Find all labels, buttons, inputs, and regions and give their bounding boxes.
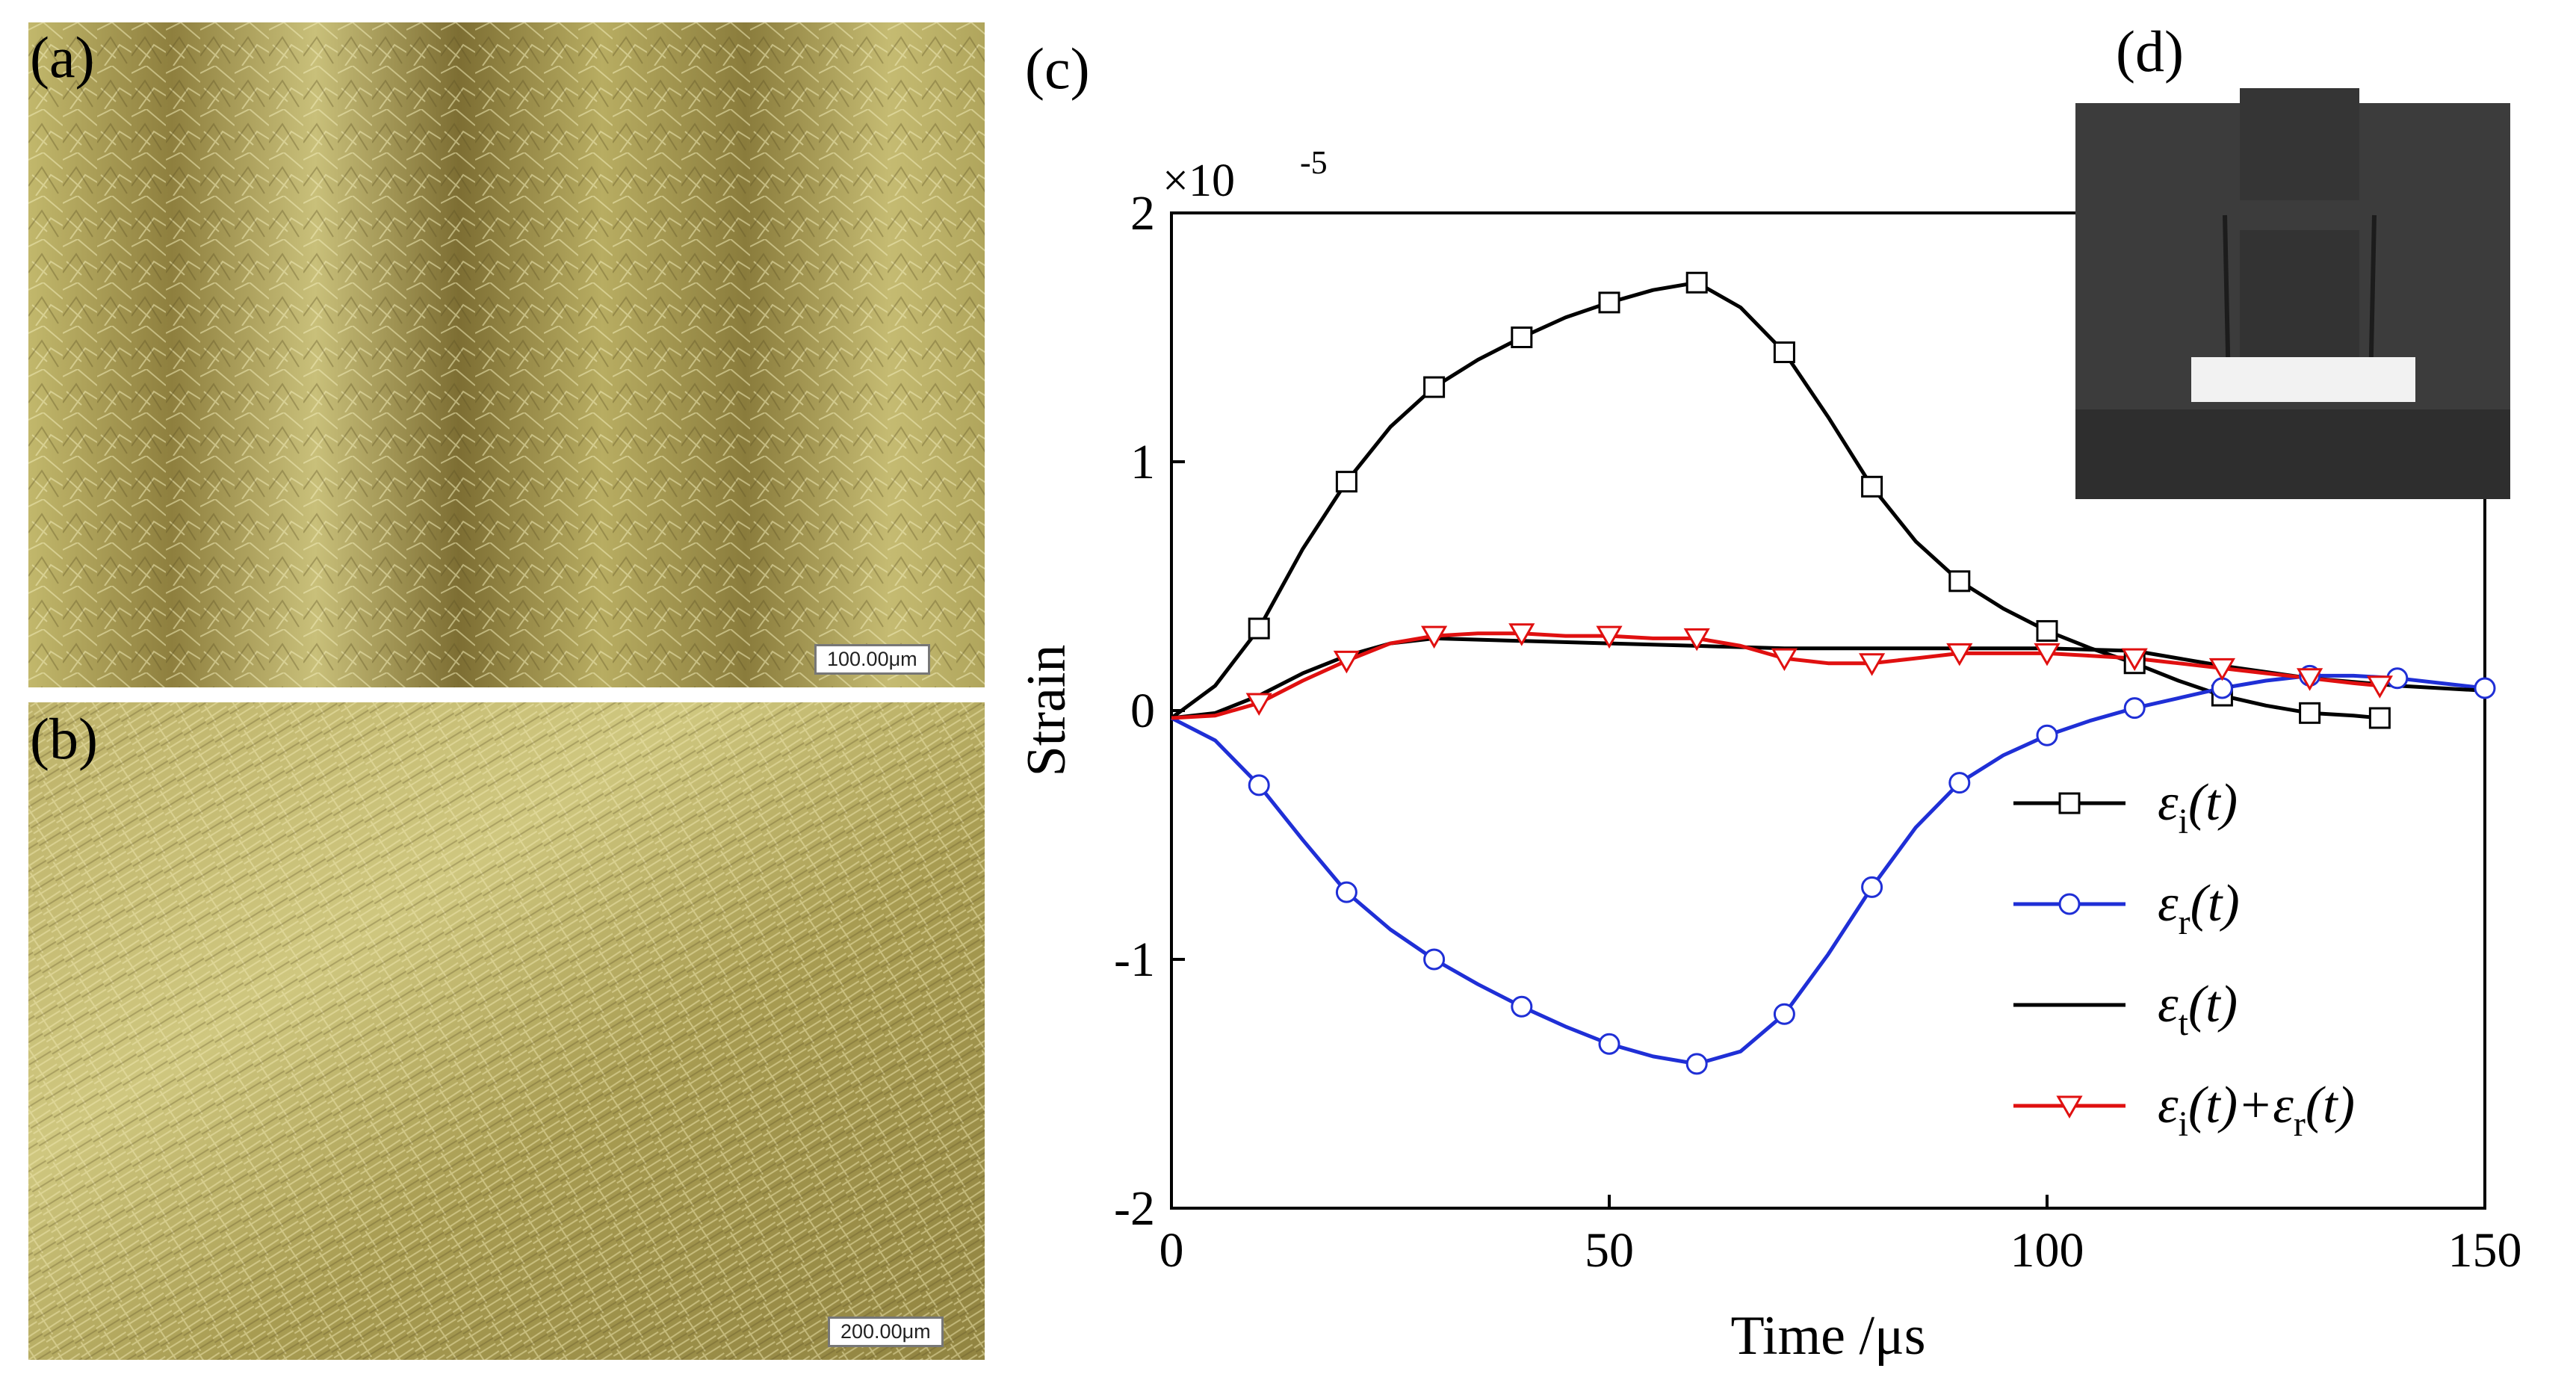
x-tick-label: 50 <box>1585 1223 1634 1278</box>
x-tick-label: 150 <box>2448 1223 2522 1278</box>
series-line <box>1170 673 2486 1066</box>
x-tick-label: 100 <box>2010 1223 2084 1278</box>
data-point-marker <box>1423 376 1446 398</box>
data-point-marker <box>1333 650 1360 674</box>
data-point-marker <box>1948 772 1971 794</box>
data-point-marker <box>1335 471 1357 493</box>
legend-label: εi(t) <box>2158 774 2238 841</box>
data-point-marker <box>1596 625 1623 649</box>
data-point-marker <box>2034 643 2061 666</box>
scale-bar-a: 100.00μm <box>814 644 930 675</box>
data-point-marker <box>2036 619 2058 642</box>
data-point-marker <box>1598 1033 1620 1055</box>
y-scale-exponent: -5 <box>1300 144 1328 181</box>
data-point-marker <box>1335 881 1357 903</box>
data-point-marker <box>2474 677 2496 699</box>
micrograph-b-texture <box>28 702 985 1360</box>
y-tick-label: 2 <box>1130 186 1155 241</box>
data-point-marker <box>1861 876 1883 898</box>
series-line <box>1171 631 2380 720</box>
y-axis-label: Strain <box>1016 645 1077 777</box>
specimen-photo-image <box>2075 88 2510 499</box>
data-point-marker <box>1248 617 1270 640</box>
data-point-marker <box>1245 693 1272 717</box>
y-tick-label: -1 <box>1114 932 1155 987</box>
y-tick-label: 0 <box>1130 684 1155 738</box>
data-point-marker <box>1508 623 1535 646</box>
data-point-marker <box>2368 707 2391 729</box>
legend-label: εr(t) <box>2158 875 2240 942</box>
data-point-marker <box>1598 291 1620 314</box>
data-point-marker <box>1685 1053 1708 1075</box>
y-tick-label: -2 <box>1114 1181 1155 1236</box>
data-point-marker <box>1683 628 1710 652</box>
data-point-marker <box>2121 648 2148 672</box>
legend-label: εt(t) <box>2158 976 2238 1043</box>
y-scale-multiplier: ×10 <box>1162 155 1235 206</box>
data-point-marker <box>2211 677 2233 699</box>
data-point-marker <box>2297 668 2323 691</box>
data-point-marker <box>1948 570 1971 593</box>
data-point-marker <box>2123 697 2146 720</box>
panel-label-a: (a) <box>30 25 95 90</box>
y-tick-label: 1 <box>1130 435 1155 489</box>
legend-marker <box>2056 1095 2083 1119</box>
data-point-marker <box>2299 702 2321 724</box>
data-point-marker <box>1946 643 1973 666</box>
data-point-marker <box>2208 658 2235 681</box>
micrograph-b <box>28 702 985 1360</box>
micrograph-a-texture <box>28 22 985 687</box>
data-point-marker <box>1421 625 1448 649</box>
specimen-photo <box>2075 88 2510 499</box>
x-axis-label: Time /μs <box>1730 1305 1925 1367</box>
x-tick-label: 0 <box>1159 1223 1184 1278</box>
data-point-marker <box>1423 948 1446 971</box>
panel-label-c: (c) <box>1025 36 1090 101</box>
data-point-marker <box>1248 774 1270 796</box>
data-point-marker <box>1685 271 1708 294</box>
legend-marker <box>2058 893 2081 915</box>
data-point-marker <box>1511 995 1533 1018</box>
data-point-marker <box>1861 475 1883 498</box>
data-point-marker <box>1859 653 1886 676</box>
data-point-marker <box>1773 341 1795 363</box>
data-point-marker <box>2366 675 2393 699</box>
data-point-marker <box>1511 327 1533 348</box>
data-point-marker <box>2036 724 2058 746</box>
scale-bar-b: 200.00μm <box>828 1317 944 1347</box>
data-point-marker <box>1771 648 1798 672</box>
micrograph-a <box>28 22 985 687</box>
panel-label-b: (b) <box>30 706 98 771</box>
panel-label-d: (d) <box>2116 19 2184 84</box>
legend-marker <box>2058 792 2081 814</box>
legend-label: εi(t)+εr(t) <box>2158 1077 2355 1144</box>
data-point-marker <box>1773 1003 1795 1025</box>
